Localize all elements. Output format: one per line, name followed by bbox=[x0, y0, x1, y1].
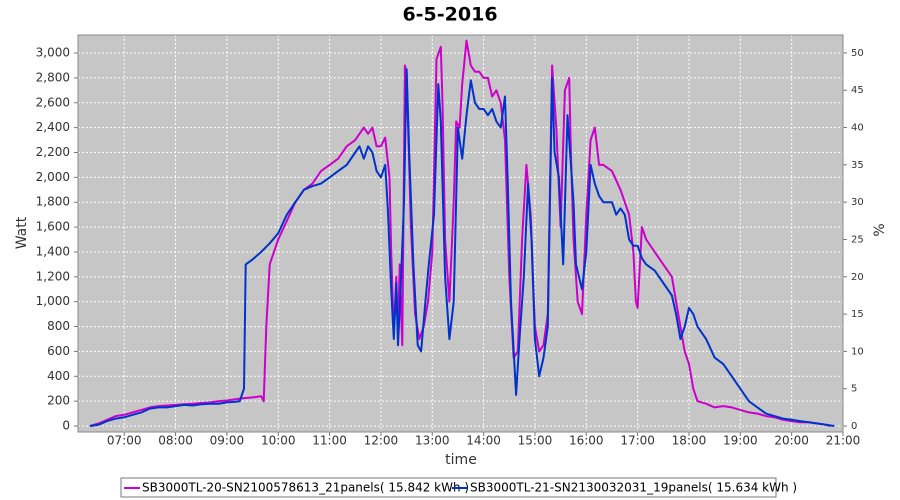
y-tick-label: 2,600 bbox=[36, 95, 70, 109]
x-tick-label: 21:00 bbox=[826, 434, 861, 448]
y-tick-label: 1,800 bbox=[36, 195, 70, 209]
x-tick-label: 17:00 bbox=[620, 434, 655, 448]
series-line bbox=[89, 39, 831, 427]
y-tick-label: 2,800 bbox=[36, 70, 70, 84]
x-tick-label: 07:00 bbox=[107, 434, 142, 448]
y-tick-label: 2,400 bbox=[36, 120, 70, 134]
legend-box bbox=[120, 477, 777, 498]
y2-tick-label: 30 bbox=[851, 197, 864, 208]
y-tick-label: 600 bbox=[47, 344, 70, 358]
series-line bbox=[89, 68, 835, 427]
x-tick-label: 20:00 bbox=[774, 434, 809, 448]
y-tick-label: 0 bbox=[62, 419, 70, 433]
x-tick-label: 13:00 bbox=[415, 434, 450, 448]
y-tick-label: 1,400 bbox=[36, 244, 70, 258]
y-tick-label: 400 bbox=[47, 369, 70, 383]
y-tick-label: 1,200 bbox=[36, 269, 70, 283]
y-tick-label: 2,000 bbox=[36, 170, 70, 184]
x-tick-label: 18:00 bbox=[672, 434, 707, 448]
plot-border bbox=[77, 34, 844, 433]
y2-tick-label: 15 bbox=[851, 309, 864, 320]
y2-tick-label: 25 bbox=[851, 234, 864, 245]
y2-tick-label: 45 bbox=[851, 85, 864, 96]
legend-label: SB3000TL-21-SN2130032031_19panels( 15.63… bbox=[470, 481, 797, 495]
y-tick-label: 1,000 bbox=[36, 294, 70, 308]
x-tick-label: 09:00 bbox=[210, 434, 245, 448]
y-tick-label: 200 bbox=[47, 394, 70, 408]
legend-label: SB3000TL-20-SN2100578613_21panels( 15.84… bbox=[142, 481, 469, 495]
x-tick-label: 12:00 bbox=[364, 434, 399, 448]
x-tick-label: 19:00 bbox=[723, 434, 758, 448]
y-tick-label: 3,000 bbox=[36, 46, 70, 60]
y-tick-label: 800 bbox=[47, 319, 70, 333]
y2-tick-label: 40 bbox=[851, 123, 864, 134]
x-axis-label: time bbox=[445, 452, 477, 468]
x-tick-label: 14:00 bbox=[466, 434, 501, 448]
y2-tick-label: 50 bbox=[851, 48, 864, 59]
chart-title: 6-5-2016 bbox=[402, 4, 497, 26]
y-tick-label: 1,600 bbox=[36, 220, 70, 234]
y2-tick-label: 10 bbox=[851, 346, 864, 357]
x-tick-label: 10:00 bbox=[261, 434, 296, 448]
y2-tick-label: 0 bbox=[851, 421, 857, 432]
y2-tick-label: 35 bbox=[851, 160, 864, 171]
y2-axis-label: % bbox=[872, 223, 888, 236]
y-axis-label: Watt bbox=[14, 216, 30, 249]
y-tick-label: 2,200 bbox=[36, 145, 70, 159]
x-tick-label: 15:00 bbox=[518, 434, 553, 448]
y2-tick-label: 5 bbox=[851, 384, 857, 395]
y2-tick-label: 20 bbox=[851, 272, 864, 283]
x-tick-label: 11:00 bbox=[312, 434, 347, 448]
x-tick-label: 16:00 bbox=[569, 434, 604, 448]
x-tick-label: 08:00 bbox=[158, 434, 193, 448]
